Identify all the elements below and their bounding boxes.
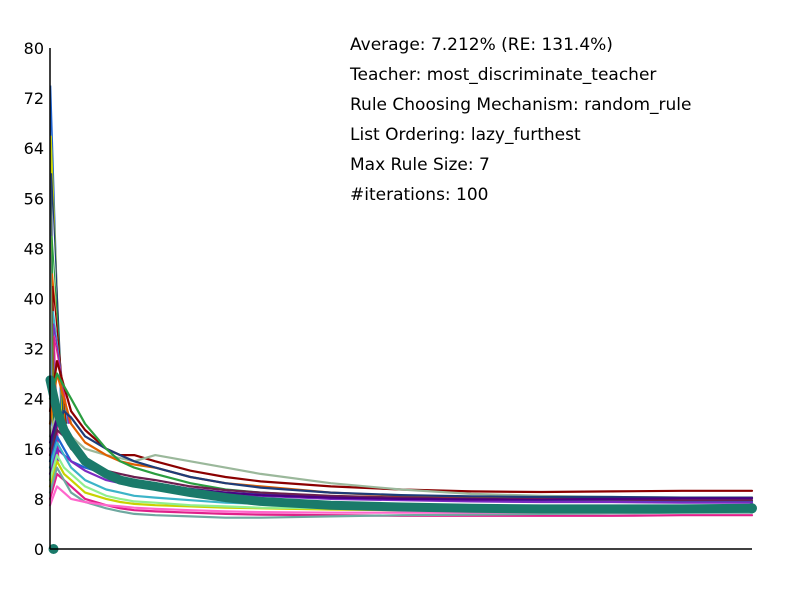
y-tick-label: 56 bbox=[24, 189, 44, 208]
axes bbox=[49, 48, 752, 550]
info-list-ordering: List Ordering: lazy_furthest bbox=[350, 125, 581, 145]
series-line bbox=[48, 360, 754, 494]
y-tick-label: 8 bbox=[34, 490, 44, 509]
series-line bbox=[48, 472, 754, 517]
y-tick-label: 72 bbox=[24, 89, 44, 108]
y-tick-label: 48 bbox=[24, 239, 44, 258]
y-tick-label: 40 bbox=[24, 290, 44, 309]
y-tick-label: 16 bbox=[24, 440, 44, 459]
series-line bbox=[45, 375, 757, 514]
info-text-block: Average: 7.212% (RE: 131.4%) Teacher: mo… bbox=[349, 35, 692, 205]
info-teacher: Teacher: most_discriminate_teacher bbox=[349, 65, 656, 85]
y-tick-label: 80 bbox=[24, 39, 44, 58]
info-average: Average: 7.212% (RE: 131.4%) bbox=[350, 35, 613, 55]
y-tick-label: 64 bbox=[24, 139, 44, 158]
info-rule-mechanism: Rule Choosing Mechanism: random_rule bbox=[350, 95, 692, 115]
info-iterations: #iterations: 100 bbox=[350, 185, 489, 205]
series-layer bbox=[45, 85, 757, 554]
y-tick-labels: 0 8 16 24 32 40 48 56 64 72 80 bbox=[24, 39, 44, 559]
series-end-marker bbox=[747, 503, 757, 514]
info-max-rule-size: Max Rule Size: 7 bbox=[350, 155, 490, 175]
y-tick-label: 24 bbox=[24, 390, 44, 409]
series-line bbox=[48, 466, 754, 519]
y-tick-label: 32 bbox=[24, 340, 44, 359]
y-tick-label: 0 bbox=[34, 540, 44, 559]
series-line bbox=[48, 410, 754, 499]
